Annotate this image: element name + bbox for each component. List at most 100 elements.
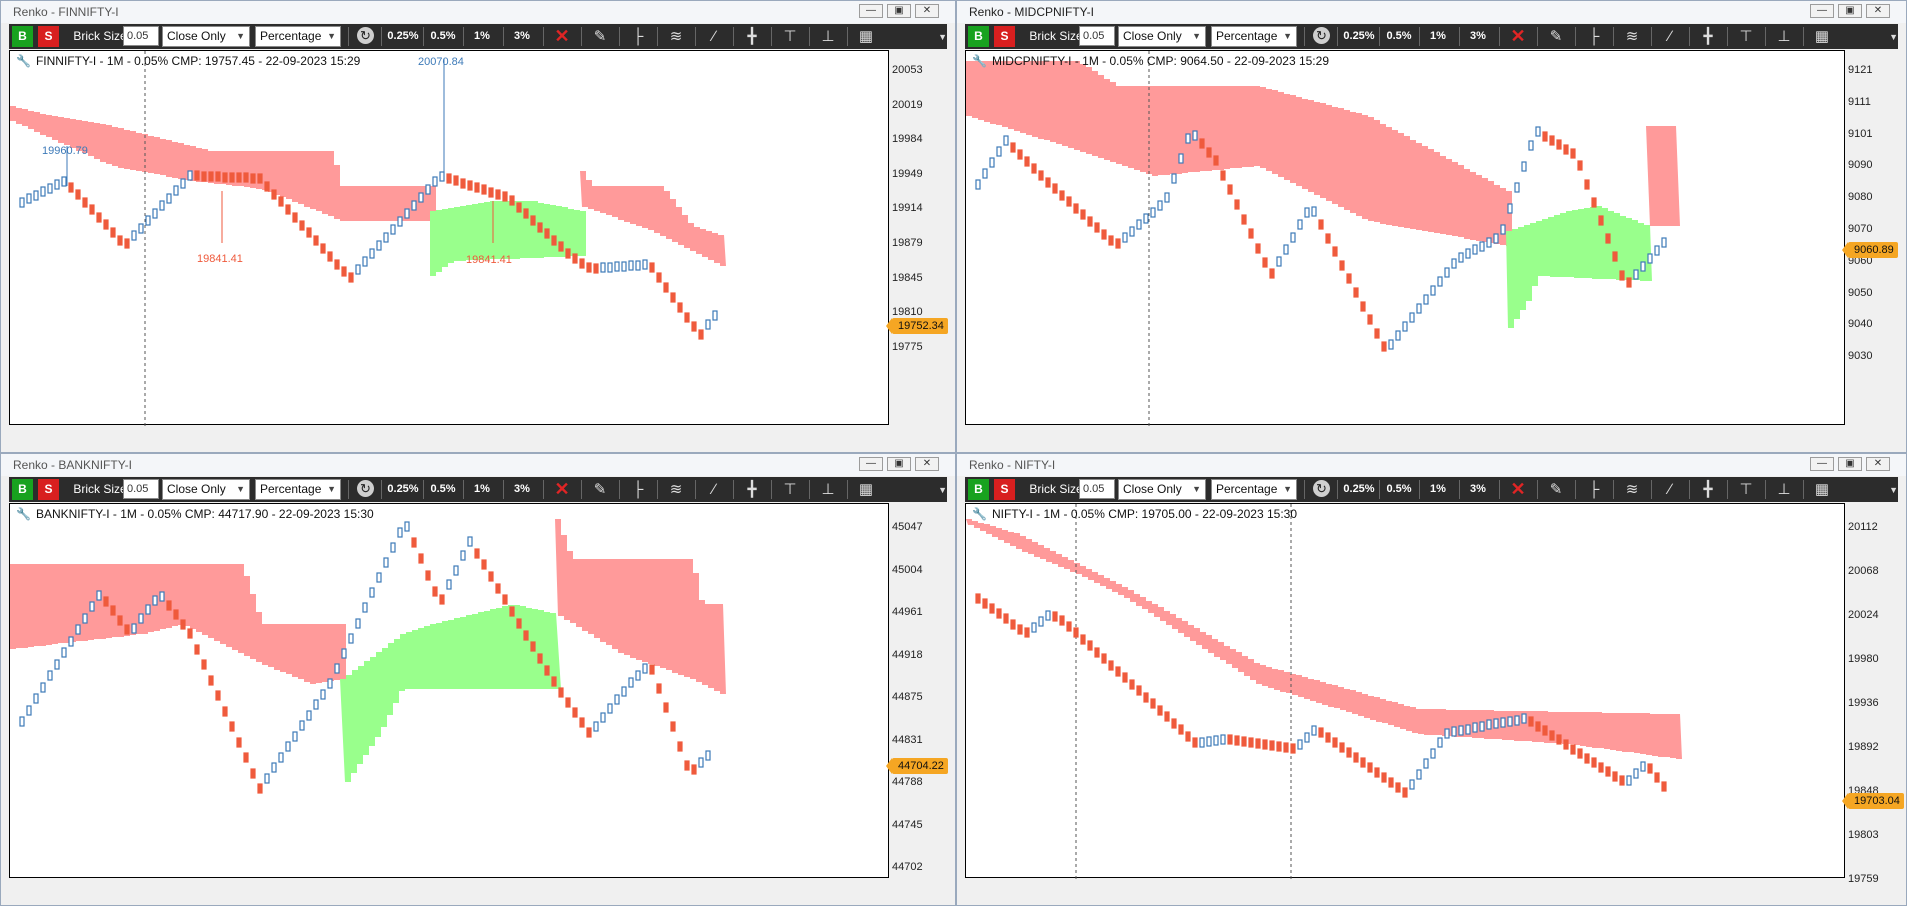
toolbar-overflow-icon[interactable]: ▼: [938, 32, 947, 42]
chart-indicator-icon[interactable]: ≋: [1625, 481, 1639, 498]
percent-05-button[interactable]: 0.5%: [1386, 483, 1412, 495]
price-mode-select[interactable]: Close Only ▼: [162, 26, 250, 47]
edit-icon[interactable]: ✎: [593, 28, 607, 45]
pitchfork-icon[interactable]: ⊥: [1777, 481, 1791, 498]
sell-button[interactable]: S: [38, 479, 59, 500]
crosshair-icon[interactable]: ╋: [1703, 481, 1713, 498]
minimize-button[interactable]: —: [1810, 4, 1834, 18]
brick-type-select[interactable]: Percentage ▼: [255, 26, 341, 47]
clear-drawings-icon[interactable]: ✕: [1510, 26, 1526, 46]
edit-icon[interactable]: ✎: [1549, 481, 1563, 498]
brick-type-select[interactable]: Percentage ▼: [1211, 479, 1297, 500]
chart-plot-area[interactable]: 🔧 BANKNIFTY-I - 1M - 0.05% CMP: 44717.90 …: [9, 503, 889, 878]
maximize-button[interactable]: ▣: [1838, 457, 1862, 471]
brick-type-select[interactable]: Percentage ▼: [1211, 26, 1297, 47]
chart-indicator-icon[interactable]: ≋: [669, 28, 683, 45]
layout-icon[interactable]: ▦: [1814, 481, 1830, 498]
brush-icon[interactable]: ∕: [712, 28, 716, 45]
price-mode-select[interactable]: Close Only ▼: [1118, 26, 1206, 47]
percent-3-button[interactable]: 3%: [514, 30, 530, 42]
percent-05-button[interactable]: 0.5%: [1386, 30, 1412, 42]
pitchfork-icon[interactable]: ⊥: [821, 28, 835, 45]
percent-025-button[interactable]: 0.25%: [387, 30, 419, 42]
close-button[interactable]: ✕: [1866, 4, 1890, 18]
toolbar-overflow-icon[interactable]: ▼: [1889, 32, 1898, 42]
percent-3-button[interactable]: 3%: [514, 483, 530, 495]
text-tool-icon[interactable]: ⊤: [1739, 28, 1753, 45]
crosshair-icon[interactable]: ╋: [747, 28, 757, 45]
title-bar[interactable]: Renko - BANKNIFTY-I — ▣ ✕: [1, 454, 955, 476]
minimize-button[interactable]: —: [1810, 457, 1834, 471]
title-bar[interactable]: Renko - FINNIFTY-I — ▣ ✕: [1, 1, 955, 23]
buy-button[interactable]: B: [968, 26, 989, 47]
horizontal-line-icon[interactable]: ├: [1588, 28, 1600, 45]
wrench-icon[interactable]: 🔧: [972, 54, 987, 68]
brush-icon[interactable]: ∕: [1668, 481, 1672, 498]
minimize-button[interactable]: —: [859, 457, 883, 471]
layout-icon[interactable]: ▦: [858, 481, 874, 498]
title-bar[interactable]: Renko - NIFTY-I — ▣ ✕: [957, 454, 1906, 476]
crosshair-icon[interactable]: ╋: [1703, 28, 1713, 45]
horizontal-line-icon[interactable]: ├: [632, 481, 644, 498]
refresh-icon[interactable]: ↻: [1313, 27, 1330, 44]
percent-05-button[interactable]: 0.5%: [430, 483, 456, 495]
percent-025-button[interactable]: 0.25%: [387, 483, 419, 495]
chart-plot-area[interactable]: 🔧 NIFTY-I - 1M - 0.05% CMP: 19705.00 - 22…: [965, 503, 1845, 879]
horizontal-line-icon[interactable]: ├: [632, 28, 644, 45]
percent-3-button[interactable]: 3%: [1470, 483, 1486, 495]
percent-05-button[interactable]: 0.5%: [430, 30, 456, 42]
wrench-icon[interactable]: 🔧: [16, 507, 31, 521]
buy-button[interactable]: B: [12, 479, 33, 500]
close-button[interactable]: ✕: [915, 4, 939, 18]
chart-indicator-icon[interactable]: ≋: [1625, 28, 1639, 45]
pitchfork-icon[interactable]: ⊥: [1777, 28, 1791, 45]
chart-indicator-icon[interactable]: ≋: [669, 481, 683, 498]
close-button[interactable]: ✕: [915, 457, 939, 471]
sell-button[interactable]: S: [994, 26, 1015, 47]
brick-size-input[interactable]: 0.05: [123, 26, 159, 46]
edit-icon[interactable]: ✎: [1549, 28, 1563, 45]
layout-icon[interactable]: ▦: [858, 28, 874, 45]
text-tool-icon[interactable]: ⊤: [1739, 481, 1753, 498]
wrench-icon[interactable]: 🔧: [16, 54, 31, 68]
price-mode-select[interactable]: Close Only ▼: [162, 479, 250, 500]
brush-icon[interactable]: ∕: [1668, 28, 1672, 45]
brick-size-input[interactable]: 0.05: [1079, 26, 1115, 46]
close-button[interactable]: ✕: [1866, 457, 1890, 471]
crosshair-icon[interactable]: ╋: [747, 481, 757, 498]
sell-button[interactable]: S: [994, 479, 1015, 500]
percent-3-button[interactable]: 3%: [1470, 30, 1486, 42]
toolbar-overflow-icon[interactable]: ▼: [938, 485, 947, 495]
horizontal-line-icon[interactable]: ├: [1588, 481, 1600, 498]
pitchfork-icon[interactable]: ⊥: [821, 481, 835, 498]
price-mode-select[interactable]: Close Only ▼: [1118, 479, 1206, 500]
chart-plot-area[interactable]: 🔧 MIDCPNIFTY-I - 1M - 0.05% CMP: 9064.50 …: [965, 50, 1845, 426]
clear-drawings-icon[interactable]: ✕: [554, 26, 570, 46]
refresh-icon[interactable]: ↻: [1313, 480, 1330, 497]
brick-type-select[interactable]: Percentage ▼: [255, 479, 341, 500]
maximize-button[interactable]: ▣: [887, 457, 911, 471]
text-tool-icon[interactable]: ⊤: [783, 28, 797, 45]
refresh-icon[interactable]: ↻: [357, 27, 374, 44]
text-tool-icon[interactable]: ⊤: [783, 481, 797, 498]
chart-plot-area[interactable]: 19960.79 20070.84 19841.41 19841.41 🔧 FINNIF…: [9, 50, 889, 426]
percent-1-button[interactable]: 1%: [474, 30, 490, 42]
brush-icon[interactable]: ∕: [712, 481, 716, 498]
clear-drawings-icon[interactable]: ✕: [554, 479, 570, 499]
percent-1-button[interactable]: 1%: [474, 483, 490, 495]
wrench-icon[interactable]: 🔧: [972, 507, 987, 521]
percent-025-button[interactable]: 0.25%: [1343, 483, 1375, 495]
edit-icon[interactable]: ✎: [593, 481, 607, 498]
percent-025-button[interactable]: 0.25%: [1343, 30, 1375, 42]
toolbar-overflow-icon[interactable]: ▼: [1889, 485, 1898, 495]
minimize-button[interactable]: —: [859, 4, 883, 18]
maximize-button[interactable]: ▣: [887, 4, 911, 18]
buy-button[interactable]: B: [12, 26, 33, 47]
sell-button[interactable]: S: [38, 26, 59, 47]
buy-button[interactable]: B: [968, 479, 989, 500]
clear-drawings-icon[interactable]: ✕: [1510, 479, 1526, 499]
brick-size-input[interactable]: 0.05: [123, 479, 159, 499]
refresh-icon[interactable]: ↻: [357, 480, 374, 497]
brick-size-input[interactable]: 0.05: [1079, 479, 1115, 499]
title-bar[interactable]: Renko - MIDCPNIFTY-I — ▣ ✕: [957, 1, 1906, 23]
